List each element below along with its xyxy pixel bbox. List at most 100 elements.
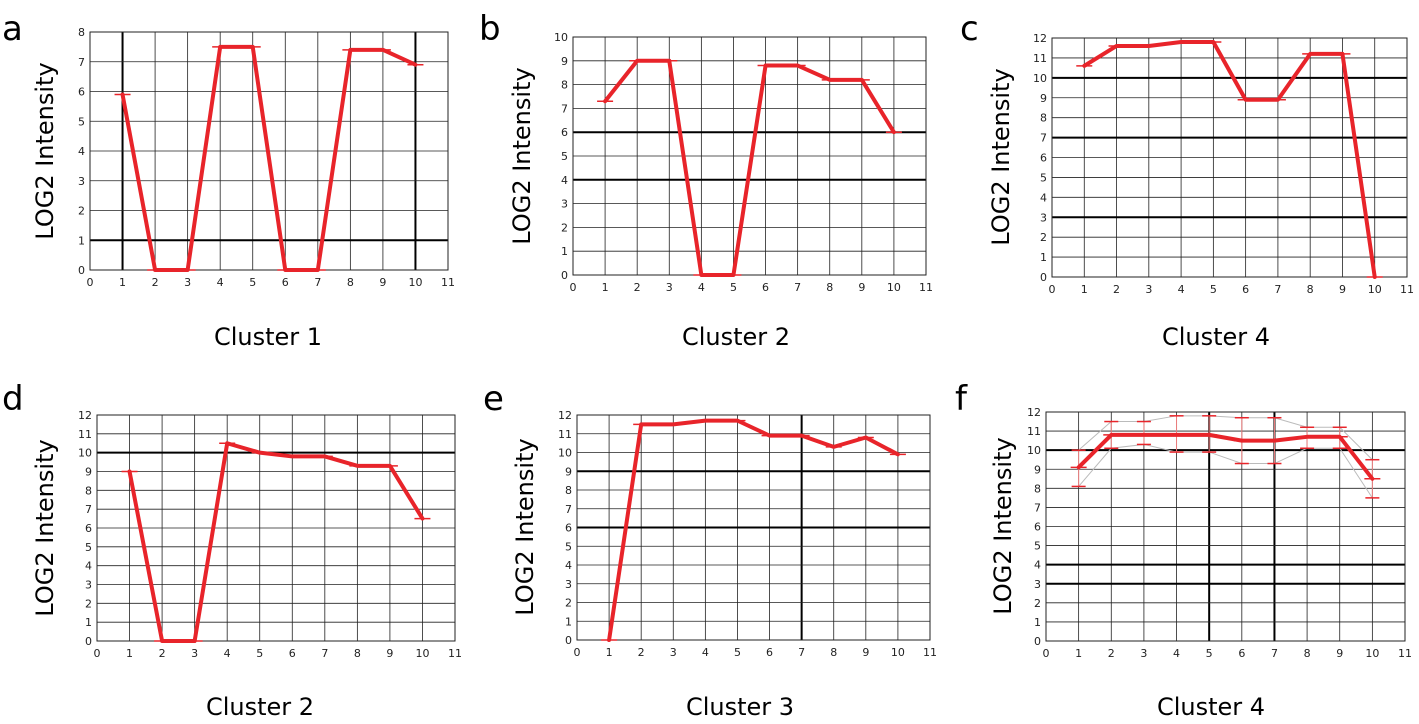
y-tick-label: 7 xyxy=(85,503,92,516)
y-tick-label: 4 xyxy=(1034,559,1041,572)
y-tick-label: 8 xyxy=(78,26,85,39)
y-tick-label: 7 xyxy=(1040,132,1047,145)
x-tick-label: 11 xyxy=(919,281,933,294)
x-tick-label: 1 xyxy=(1081,283,1088,296)
panel-letter: b xyxy=(479,9,501,49)
y-tick-label: 3 xyxy=(1034,578,1041,591)
x-tick-label: 1 xyxy=(606,646,613,659)
y-tick-label: 7 xyxy=(561,102,568,115)
upper-envelope-line xyxy=(1078,415,1373,461)
y-axis-label: LOG2 Intensity xyxy=(508,67,536,244)
series-line xyxy=(127,441,425,643)
chart-title: Cluster 1 xyxy=(214,323,322,351)
x-tick-label: 8 xyxy=(1304,647,1311,660)
x-tick-label: 8 xyxy=(830,646,837,659)
y-tick-label: 0 xyxy=(1034,635,1041,648)
x-tick-label: 1 xyxy=(119,276,126,289)
y-tick-label: 10 xyxy=(78,447,92,460)
y-tick-label: 5 xyxy=(565,540,572,553)
x-tick-label: 9 xyxy=(379,276,386,289)
y-tick-label: 2 xyxy=(78,205,85,218)
x-tick-label: 4 xyxy=(224,647,231,660)
x-tick-label: 0 xyxy=(1049,283,1056,296)
y-tick-label: 2 xyxy=(1040,231,1047,244)
x-tick-label: 5 xyxy=(730,281,737,294)
y-tick-label: 5 xyxy=(1040,171,1047,184)
x-tick-label: 10 xyxy=(1365,647,1379,660)
y-tick-label: 0 xyxy=(1040,271,1047,284)
x-tick-label: 9 xyxy=(858,281,865,294)
x-tick-label: 8 xyxy=(347,276,354,289)
x-tick-label: 11 xyxy=(1400,283,1414,296)
x-tick-label: 6 xyxy=(1242,283,1249,296)
x-tick-label: 11 xyxy=(923,646,937,659)
y-tick-label: 10 xyxy=(558,447,572,460)
y-axis-label: LOG2 Intensity xyxy=(989,437,1017,614)
panel-letter: a xyxy=(2,9,23,49)
y-tick-label: 10 xyxy=(1033,72,1047,85)
y-tick-label: 0 xyxy=(565,634,572,647)
y-tick-label: 11 xyxy=(78,428,92,441)
y-tick-label: 7 xyxy=(565,503,572,516)
x-tick-label: 3 xyxy=(191,647,198,660)
y-tick-label: 8 xyxy=(561,79,568,92)
y-tick-label: 7 xyxy=(78,56,85,69)
panel-letter: d xyxy=(2,379,24,419)
y-axis-label: LOG2 Intensity xyxy=(31,439,59,616)
y-axis-label: LOG2 Intensity xyxy=(31,62,59,239)
y-tick-label: 5 xyxy=(561,150,568,163)
x-tick-label: 6 xyxy=(289,647,296,660)
x-tick-label: 7 xyxy=(321,647,328,660)
x-tick-label: 0 xyxy=(87,276,94,289)
y-tick-label: 5 xyxy=(85,541,92,554)
y-tick-label: 8 xyxy=(565,484,572,497)
y-tick-label: 2 xyxy=(1034,597,1041,610)
series-line xyxy=(1082,39,1377,279)
x-tick-label: 6 xyxy=(766,646,773,659)
x-tick-label: 2 xyxy=(638,646,645,659)
x-tick-label: 5 xyxy=(256,647,263,660)
x-tick-label: 0 xyxy=(94,647,101,660)
panel-letter: c xyxy=(960,9,979,49)
y-tick-label: 3 xyxy=(561,198,568,211)
y-tick-label: 0 xyxy=(78,264,85,277)
x-tick-label: 5 xyxy=(734,646,741,659)
x-tick-label: 1 xyxy=(126,647,133,660)
y-tick-label: 8 xyxy=(1040,112,1047,125)
x-tick-label: 2 xyxy=(159,647,166,660)
x-tick-label: 1 xyxy=(1075,647,1082,660)
y-axis-label: LOG2 Intensity xyxy=(511,438,539,615)
y-tick-label: 4 xyxy=(1040,191,1047,204)
y-axis-label: LOG2 Intensity xyxy=(987,68,1015,245)
y-tick-label: 6 xyxy=(78,86,85,99)
chart-title: Cluster 3 xyxy=(686,693,794,721)
x-tick-label: 3 xyxy=(1140,647,1147,660)
chart-title: Cluster 2 xyxy=(206,693,314,721)
x-tick-label: 9 xyxy=(1339,283,1346,296)
x-tick-label: 9 xyxy=(862,646,869,659)
y-tick-label: 5 xyxy=(78,115,85,128)
x-tick-label: 0 xyxy=(574,646,581,659)
x-tick-label: 7 xyxy=(1271,647,1278,660)
y-tick-label: 9 xyxy=(85,466,92,479)
x-tick-label: 11 xyxy=(1398,647,1412,660)
chart-title: Cluster 4 xyxy=(1162,323,1270,351)
x-tick-label: 9 xyxy=(1336,647,1343,660)
y-tick-label: 6 xyxy=(1040,152,1047,165)
x-tick-label: 4 xyxy=(698,281,705,294)
y-tick-label: 2 xyxy=(561,221,568,234)
x-tick-label: 7 xyxy=(794,281,801,294)
y-tick-label: 4 xyxy=(85,560,92,573)
y-tick-label: 8 xyxy=(1034,482,1041,495)
x-tick-label: 8 xyxy=(1307,283,1314,296)
chart-title: Cluster 4 xyxy=(1157,693,1265,721)
x-tick-label: 4 xyxy=(1173,647,1180,660)
x-tick-label: 10 xyxy=(891,646,905,659)
y-tick-label: 9 xyxy=(561,55,568,68)
x-tick-label: 8 xyxy=(354,647,361,660)
chart-title: Cluster 2 xyxy=(682,323,790,351)
y-tick-label: 10 xyxy=(554,31,568,44)
y-tick-label: 4 xyxy=(561,174,568,187)
y-tick-label: 11 xyxy=(1033,52,1047,65)
